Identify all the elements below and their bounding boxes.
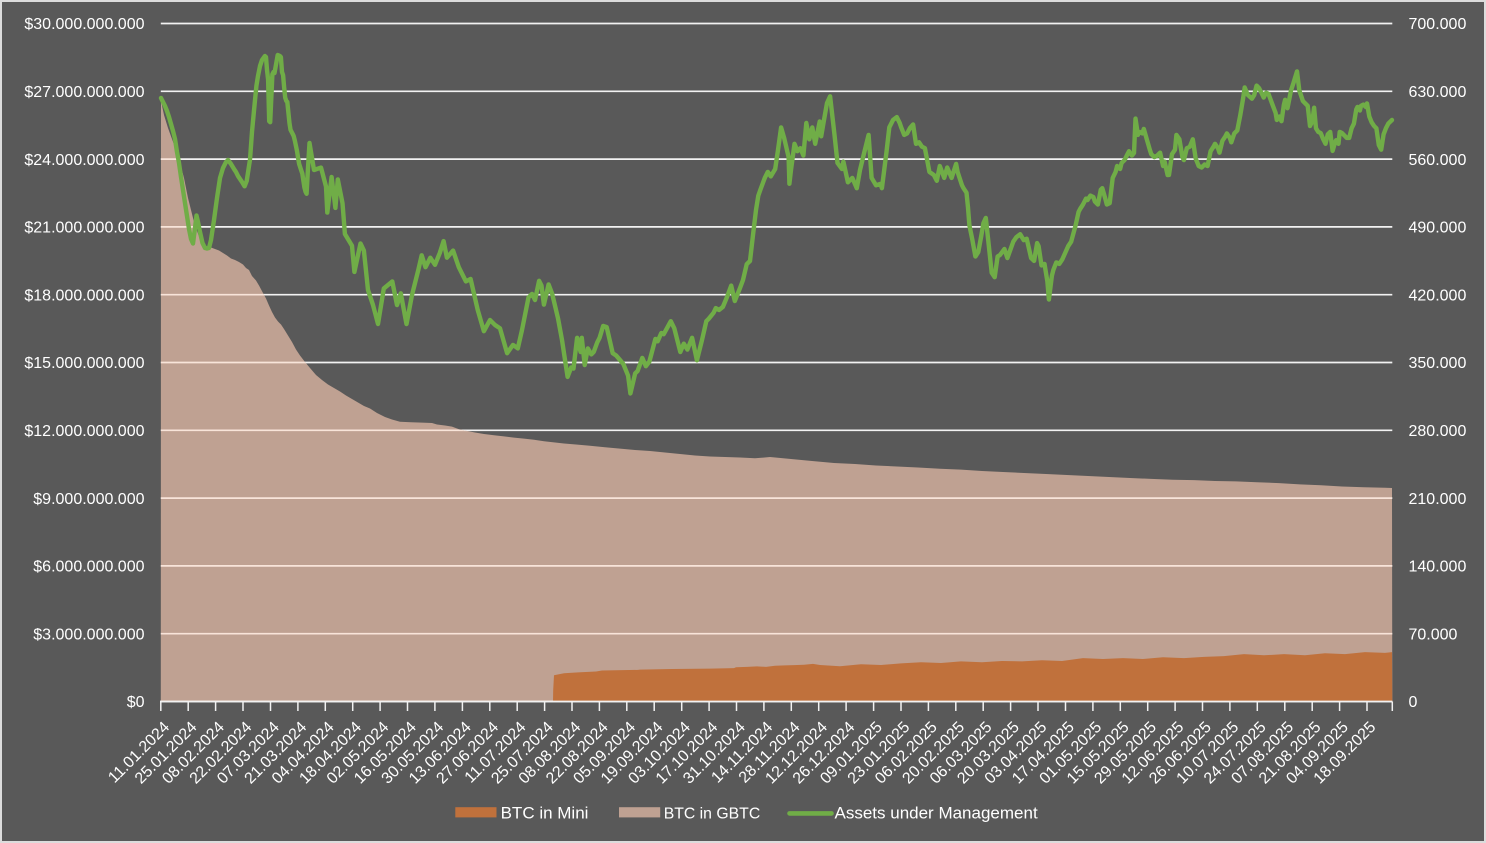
svg-text:$0: $0 bbox=[127, 694, 145, 711]
svg-text:420.000: 420.000 bbox=[1409, 287, 1467, 304]
svg-text:0: 0 bbox=[1409, 694, 1418, 711]
svg-text:$24.000.000.000: $24.000.000.000 bbox=[24, 152, 144, 169]
svg-text:$18.000.000.000: $18.000.000.000 bbox=[24, 287, 144, 304]
svg-text:630.000: 630.000 bbox=[1409, 84, 1467, 101]
svg-text:$21.000.000.000: $21.000.000.000 bbox=[24, 220, 144, 237]
svg-text:$27.000.000.000: $27.000.000.000 bbox=[24, 84, 144, 101]
svg-text:Assets under Management: Assets under Management bbox=[835, 804, 1038, 823]
svg-text:$3.000.000.000: $3.000.000.000 bbox=[33, 626, 144, 643]
svg-text:$6.000.000.000: $6.000.000.000 bbox=[33, 559, 144, 576]
svg-text:$12.000.000.000: $12.000.000.000 bbox=[24, 423, 144, 440]
svg-text:$30.000.000.000: $30.000.000.000 bbox=[24, 16, 144, 33]
svg-text:$9.000.000.000: $9.000.000.000 bbox=[33, 491, 144, 508]
svg-text:560.000: 560.000 bbox=[1409, 152, 1467, 169]
svg-text:$15.000.000.000: $15.000.000.000 bbox=[24, 355, 144, 372]
svg-text:490.000: 490.000 bbox=[1409, 220, 1467, 237]
svg-text:350.000: 350.000 bbox=[1409, 355, 1467, 372]
svg-text:280.000: 280.000 bbox=[1409, 423, 1467, 440]
svg-text:BTC in Mini: BTC in Mini bbox=[501, 804, 589, 823]
svg-text:140.000: 140.000 bbox=[1409, 559, 1467, 576]
svg-text:BTC in GBTC: BTC in GBTC bbox=[664, 806, 761, 823]
svg-text:70.000: 70.000 bbox=[1409, 626, 1458, 643]
svg-text:210.000: 210.000 bbox=[1409, 491, 1467, 508]
svg-text:700.000: 700.000 bbox=[1409, 16, 1467, 33]
